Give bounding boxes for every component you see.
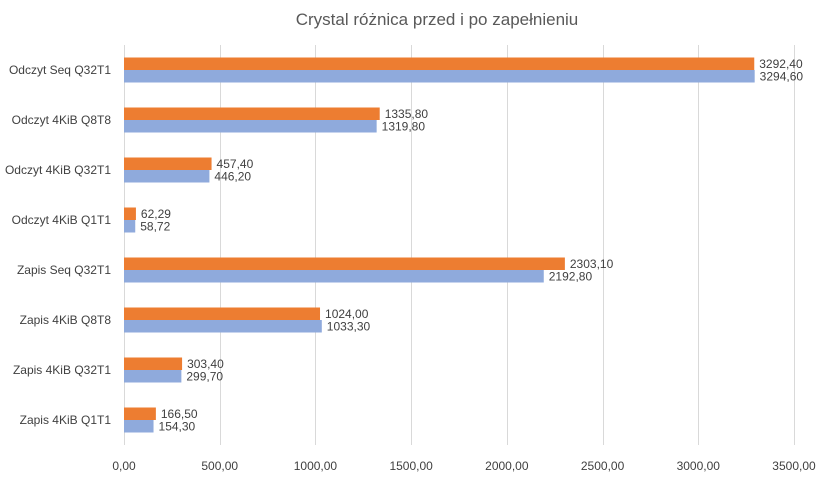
data-label: 166,50 (161, 407, 198, 421)
bar (124, 207, 136, 220)
category-label: Zapis 4KiB Q1T1 (20, 413, 112, 427)
x-axis-tick-labels: 0,00 500,00 1000,00 1500,00 2000,00 2500,00 30… (112, 459, 816, 473)
data-label: 154,30 (159, 419, 196, 433)
data-label: 1319,80 (382, 119, 426, 133)
bar (124, 270, 544, 283)
chart-title: Crystal różnica przed i po zapełnieniu (296, 10, 579, 29)
category-labels: Odczyt Seq Q32T1 Odczyt 4KiB Q8T8 Odczyt 4… (5, 63, 111, 427)
data-label: 1033,30 (327, 319, 371, 333)
x-tick-label: 1500,00 (389, 459, 433, 473)
data-label: 303,40 (187, 357, 224, 371)
x-tick-label: 3500,00 (772, 459, 816, 473)
bar (124, 120, 377, 133)
category-label: Odczyt 4KiB Q8T8 (12, 113, 112, 127)
data-label: 3292,40 (759, 57, 803, 71)
bar (124, 320, 322, 333)
bar (124, 157, 212, 170)
data-label: 3294,60 (760, 69, 804, 83)
category-label: Odczyt Seq Q32T1 (9, 63, 111, 77)
bar (124, 307, 321, 320)
bar (124, 407, 156, 420)
bar (124, 220, 136, 233)
data-label: 446,20 (214, 169, 251, 183)
category-label: Zapis 4KiB Q32T1 (13, 363, 111, 377)
data-label: 58,72 (140, 219, 170, 233)
data-label: 62,29 (141, 207, 171, 221)
category-label: Zapis Seq Q32T1 (17, 263, 111, 277)
bar (124, 357, 183, 370)
x-tick-label: 2500,00 (581, 459, 625, 473)
category-label: Zapis 4KiB Q8T8 (20, 313, 112, 327)
x-tick-label: 500,00 (201, 459, 238, 473)
bar (124, 420, 154, 433)
gridlines (124, 45, 795, 445)
bar (124, 57, 755, 70)
data-label: 1024,00 (325, 307, 369, 321)
data-label: 457,40 (217, 157, 254, 171)
data-label: 299,70 (186, 369, 223, 383)
bar (124, 370, 182, 383)
category-label: Odczyt 4KiB Q32T1 (5, 163, 111, 177)
bar (124, 170, 210, 183)
x-tick-label: 3000,00 (677, 459, 721, 473)
data-label: 2303,10 (570, 257, 614, 271)
bar (124, 257, 565, 270)
data-label: 2192,80 (549, 269, 593, 283)
category-label: Odczyt 4KiB Q1T1 (12, 213, 112, 227)
x-tick-label: 0,00 (112, 459, 136, 473)
x-tick-label: 1000,00 (294, 459, 338, 473)
x-tick-label: 2000,00 (485, 459, 529, 473)
data-label: 1335,80 (385, 107, 429, 121)
bar (124, 107, 380, 120)
bar (124, 70, 755, 83)
